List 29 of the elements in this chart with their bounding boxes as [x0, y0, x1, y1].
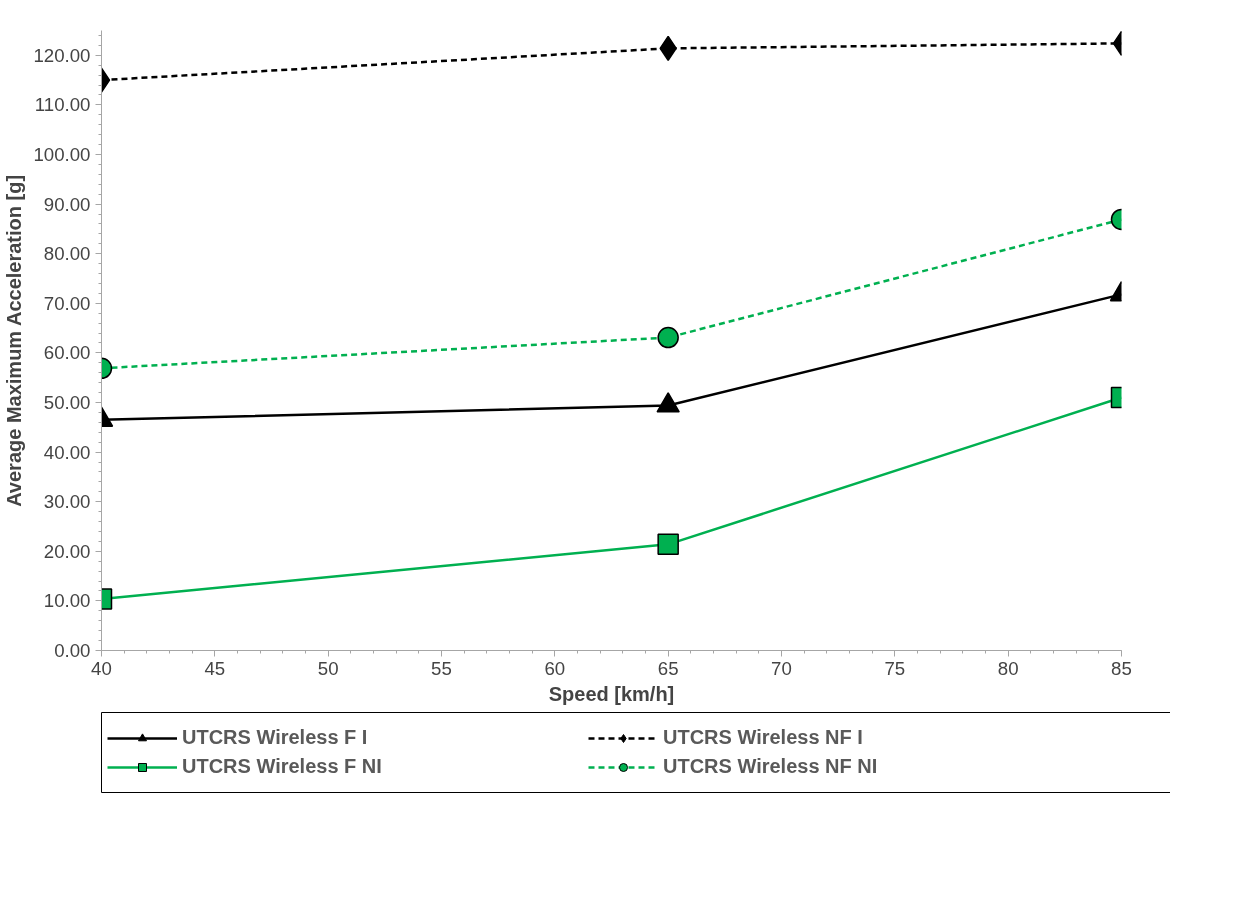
x-tick-label: 70 [771, 657, 792, 679]
x-tick-label: 85 [1111, 657, 1132, 679]
x-tick-label: 55 [431, 657, 452, 679]
x-tick-label: 50 [317, 657, 339, 679]
legend-label: UTCRS Wireless NF NI [662, 755, 879, 778]
legend-label: UTCRS Wireless F NI [181, 755, 383, 778]
y-tick-label: 60.00 [43, 342, 91, 364]
x-tick-label: 75 [884, 657, 906, 679]
y-tick-label: 0.00 [54, 640, 91, 661]
legend-label: UTCRS Wireless NF I [662, 726, 864, 749]
y-tick-label: 100.00 [33, 144, 91, 165]
x-tick-label: 80 [997, 657, 1019, 679]
y-tick-label: 110.00 [34, 94, 91, 116]
y-tick-label: 10.00 [43, 590, 91, 612]
y-axis-title: Average Maximum Acceleration [g] [3, 174, 26, 507]
x-tick-label: 40 [91, 657, 112, 679]
y-tick-label: 90.00 [43, 193, 91, 215]
y-tick-label: 120.00 [33, 44, 91, 66]
y-tick-label: 20.00 [43, 540, 91, 562]
legend-label: UTCRS Wireless F I [181, 726, 369, 749]
y-tick-label: 80.00 [43, 243, 91, 265]
y-tick-label: 40.00 [43, 441, 91, 463]
y-tick-label: 30.00 [43, 491, 91, 513]
y-tick-label: 70.00 [43, 292, 91, 314]
x-tick-label: 60 [544, 657, 566, 679]
x-tick-label: 65 [657, 657, 679, 679]
x-tick-label: 45 [204, 657, 226, 679]
x-axis-title: Speed [km/h] [548, 682, 675, 705]
y-tick-label: 50.00 [43, 392, 91, 413]
